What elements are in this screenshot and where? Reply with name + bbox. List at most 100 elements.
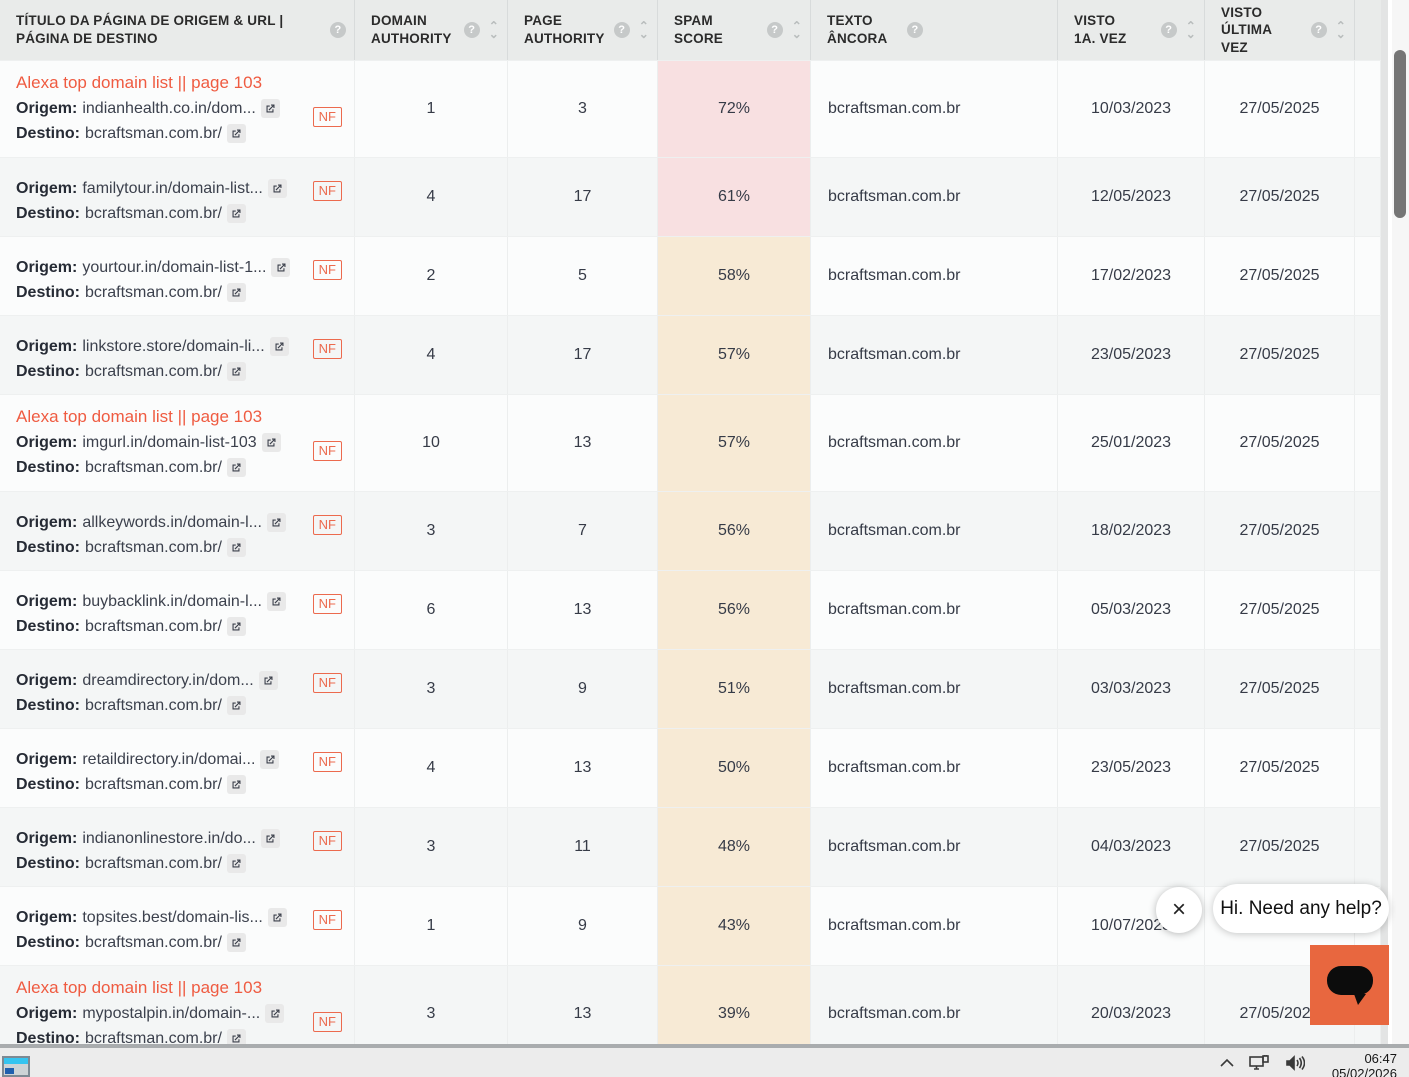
external-link-icon[interactable] (226, 204, 246, 223)
sort-control[interactable]: ⌃ ⌄ (1335, 19, 1346, 41)
sort-asc-icon[interactable]: ⌃ (488, 19, 499, 33)
origem-link[interactable]: dreamdirectory.in/dom... (82, 671, 254, 689)
source-cell: Origem: yourtour.in/domain-list-1... Des… (0, 237, 355, 315)
external-link-icon[interactable] (271, 258, 291, 277)
sort-asc-icon[interactable]: ⌃ (1185, 19, 1196, 33)
anchor-text-cell: bcraftsman.com.br (811, 237, 1058, 315)
external-link-icon[interactable] (226, 775, 246, 794)
scrollbar-track[interactable] (1392, 0, 1409, 1045)
external-link-icon[interactable] (226, 458, 246, 477)
destino-link[interactable]: bcraftsman.com.br/ (85, 124, 222, 142)
system-tray: 06:47 05/02/2026 (1219, 1048, 1409, 1077)
destino-label: Destino: (16, 362, 80, 380)
external-link-icon[interactable] (267, 908, 287, 927)
sort-control[interactable]: ⌃ ⌄ (1185, 19, 1196, 41)
destino-link[interactable]: bcraftsman.com.br/ (85, 1029, 222, 1046)
origem-link[interactable]: indianonlinestore.in/do... (82, 829, 256, 847)
origem-link[interactable]: allkeywords.in/domain-l... (82, 513, 262, 531)
external-link-icon[interactable] (260, 750, 280, 769)
external-link-icon[interactable] (260, 829, 280, 848)
help-icon[interactable]: ? (766, 22, 783, 38)
sort-desc-icon[interactable]: ⌄ (638, 27, 649, 41)
origem-label: Origem: (16, 513, 78, 531)
destino-link[interactable]: bcraftsman.com.br/ (85, 458, 222, 476)
help-icon[interactable]: ? (613, 22, 630, 38)
external-link-icon[interactable] (260, 99, 280, 118)
origem-link[interactable]: buybacklink.in/domain-l... (82, 592, 262, 610)
origem-link[interactable]: yourtour.in/domain-list-1... (82, 258, 267, 276)
external-link-icon[interactable] (265, 1004, 285, 1023)
first-seen-cell: 04/03/2023 (1058, 808, 1205, 886)
external-link-icon[interactable] (226, 696, 246, 715)
sort-desc-icon[interactable]: ⌄ (1335, 27, 1346, 41)
destino-link[interactable]: bcraftsman.com.br/ (85, 696, 222, 714)
destino-link[interactable]: bcraftsman.com.br/ (85, 854, 222, 872)
origem-link[interactable]: indianhealth.co.in/dom... (82, 99, 256, 117)
external-link-icon[interactable] (226, 933, 246, 952)
external-link-icon[interactable] (269, 337, 289, 356)
origem-link[interactable]: linkstore.store/domain-li... (82, 337, 265, 355)
sort-asc-icon[interactable]: ⌃ (791, 19, 802, 33)
network-icon[interactable] (1249, 1054, 1271, 1071)
source-links: Origem: yourtour.in/domain-list-1... Des… (16, 258, 313, 308)
destino-link[interactable]: bcraftsman.com.br/ (85, 204, 222, 222)
external-link-icon[interactable] (226, 538, 246, 557)
sort-control[interactable]: ⌃ ⌄ (791, 19, 802, 41)
destino-link[interactable]: bcraftsman.com.br/ (85, 283, 222, 301)
source-title-link[interactable]: Alexa top domain list || page 103 (16, 407, 263, 426)
sort-control[interactable]: ⌃ ⌄ (488, 19, 499, 41)
external-link-icon[interactable] (258, 671, 278, 690)
sort-desc-icon[interactable]: ⌄ (791, 27, 802, 41)
tray-chevron-up-icon[interactable] (1219, 1057, 1235, 1069)
help-icon[interactable]: ? (463, 22, 480, 38)
help-icon[interactable]: ? (330, 22, 346, 38)
help-icon[interactable]: ? (1160, 22, 1177, 38)
anchor-text-cell: bcraftsman.com.br (811, 729, 1058, 807)
external-link-icon[interactable] (266, 513, 286, 532)
speaker-icon[interactable] (1285, 1054, 1305, 1071)
origem-link[interactable]: familytour.in/domain-list... (82, 179, 263, 197)
scrollbar-thumb[interactable] (1394, 50, 1406, 218)
origem-label: Origem: (16, 258, 78, 276)
destino-link[interactable]: bcraftsman.com.br/ (85, 933, 222, 951)
sort-desc-icon[interactable]: ⌄ (1185, 27, 1196, 41)
sort-desc-icon[interactable]: ⌄ (488, 27, 499, 41)
help-icon[interactable]: ? (907, 22, 923, 38)
external-link-icon[interactable] (266, 592, 286, 611)
sort-asc-icon[interactable]: ⌃ (638, 19, 649, 33)
origem-link[interactable]: imgurl.in/domain-list-103 (82, 433, 257, 451)
chat-dismiss-button[interactable]: × (1156, 887, 1202, 933)
chat-greeting-bubble[interactable]: Hi. Need any help? (1213, 884, 1389, 933)
help-icon[interactable]: ? (1310, 22, 1327, 38)
origem-link[interactable]: retaildirectory.in/domai... (82, 750, 256, 768)
external-link-icon[interactable] (226, 362, 246, 381)
destino-link[interactable]: bcraftsman.com.br/ (85, 362, 222, 380)
anchor-text-cell: bcraftsman.com.br (811, 650, 1058, 728)
external-link-icon[interactable] (226, 617, 246, 636)
column-label: VISTO ÚLTIMA VEZ (1221, 4, 1272, 55)
external-link-icon[interactable] (261, 433, 281, 452)
inner-scrollbar-track[interactable] (1381, 0, 1388, 1045)
taskbar-clock[interactable]: 06:47 05/02/2026 (1319, 1048, 1397, 1077)
nf-badge: NF (312, 831, 342, 851)
external-link-icon[interactable] (267, 179, 287, 198)
app-icon-cell (5, 1068, 14, 1074)
external-link-icon[interactable] (226, 124, 246, 143)
origem-link[interactable]: mypostalpin.in/domain-... (82, 1004, 261, 1022)
origem-link[interactable]: topsites.best/domain-lis... (82, 908, 263, 926)
external-link-icon[interactable] (226, 854, 246, 873)
source-title-link[interactable]: Alexa top domain list || page 103 (16, 73, 263, 92)
destino-link[interactable]: bcraftsman.com.br/ (85, 775, 222, 793)
source-title-link[interactable]: Alexa top domain list || page 103 (16, 978, 263, 997)
taskbar-app-icon[interactable] (2, 1056, 30, 1077)
external-link-icon[interactable] (226, 1029, 246, 1045)
source-links: Alexa top domain list || page 103 Origem… (16, 405, 313, 483)
chat-launcher-button[interactable] (1310, 945, 1389, 1025)
sort-control[interactable]: ⌃ ⌄ (638, 19, 649, 41)
spam-score-cell: 61% (658, 158, 811, 236)
destino-link[interactable]: bcraftsman.com.br/ (85, 538, 222, 556)
sort-asc-icon[interactable]: ⌃ (1335, 19, 1346, 33)
external-link-icon[interactable] (226, 283, 246, 302)
destino-link[interactable]: bcraftsman.com.br/ (85, 617, 222, 635)
source-cell: Origem: topsites.best/domain-lis... Dest… (0, 887, 355, 965)
